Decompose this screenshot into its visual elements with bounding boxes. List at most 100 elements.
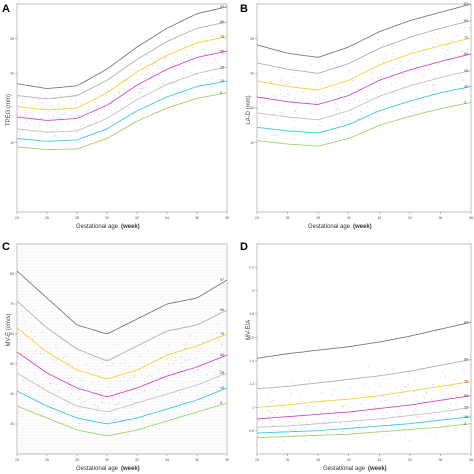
scatter-point: [184, 45, 186, 47]
scatter-point: [44, 394, 46, 396]
scatter-point: [189, 334, 191, 336]
scatter-point: [312, 421, 314, 423]
scatter-point: [29, 109, 31, 111]
scatter-point: [85, 401, 87, 403]
scatter-point: [136, 78, 138, 80]
scatter-point: [381, 89, 383, 91]
scatter-point: [426, 54, 428, 56]
x-axis-unit-c: (week): [121, 466, 140, 472]
centile-label: 97: [220, 278, 224, 282]
scatter-point: [139, 355, 141, 357]
scatter-point: [99, 412, 101, 415]
scatter-point: [405, 391, 407, 394]
centile-line-97: [256, 3, 472, 58]
scatter-point: [216, 332, 218, 334]
scatter-point: [52, 114, 54, 117]
scatter-point: [97, 405, 99, 407]
scatter-point: [221, 343, 223, 345]
scatter-point: [145, 78, 147, 80]
scatter-point: [211, 333, 213, 335]
scatter-point: [68, 378, 70, 380]
x-tick-label: 28: [316, 458, 320, 462]
scatter-point: [218, 58, 220, 60]
scatter-point: [278, 105, 280, 107]
centile-line-90: [256, 20, 472, 74]
scatter-point: [385, 56, 387, 58]
scatter-point: [395, 387, 397, 390]
scatter-point: [179, 392, 181, 394]
scatter-point: [422, 53, 424, 55]
centile-line-3: [16, 92, 228, 151]
scatter-point: [267, 410, 269, 412]
scatter-point: [84, 94, 86, 96]
scatter-point: [450, 81, 452, 83]
plot-b: 24 26 28 30 32 34 36 38 10 15 20 25 97 90 75 50 25 10 3: [250, 2, 473, 220]
scatter-point: [21, 322, 23, 324]
scatter-point: [159, 65, 161, 67]
scatter-point: [113, 343, 115, 345]
scatter-point: [70, 135, 72, 137]
scatter-point: [219, 33, 221, 36]
scatter-point: [68, 403, 70, 405]
scatter-point: [193, 401, 195, 403]
scatter-point: [361, 79, 363, 81]
scatter-point: [288, 93, 290, 95]
scatter-point: [341, 410, 343, 412]
scatter-point: [405, 398, 407, 400]
scatter-point: [367, 366, 369, 369]
scatter-point: [102, 397, 104, 399]
scatter-point: [174, 64, 176, 66]
scatter-point: [423, 397, 425, 400]
scatter-point: [104, 108, 106, 110]
scatter-point: [382, 105, 384, 107]
scatter-point: [140, 87, 142, 89]
scatter-point: [51, 129, 53, 131]
scatter-point: [186, 344, 188, 346]
scatter-point: [404, 76, 406, 78]
scatter-point: [415, 66, 417, 68]
scatter-point: [341, 386, 343, 388]
scatter-point: [209, 34, 212, 37]
scatter-point: [99, 368, 101, 370]
scatter-point: [269, 419, 271, 421]
scatter-point: [181, 366, 184, 368]
scatter-point: [88, 120, 90, 122]
scatter-point: [40, 106, 42, 109]
plot-d: 24 26 28 30 32 34 36 38 0.8 1 1.2 1.4 1.6 1.8 2 2.2 97 90…: [249, 243, 473, 462]
scatter-point: [372, 433, 374, 436]
scatter-point: [137, 411, 139, 413]
panel-b: B LA-D (mm) Gestational age (week): [240, 3, 372, 230]
scatter-point: [40, 124, 43, 126]
scatter-point: [309, 424, 311, 426]
scatter-point: [282, 407, 284, 409]
scatter-point: [277, 446, 279, 449]
scatter-point: [222, 48, 224, 50]
scatter-point: [63, 113, 65, 115]
scatter-point: [266, 91, 268, 93]
scatter-point: [77, 364, 79, 366]
centile-label: 10: [464, 85, 468, 89]
scatter-point: [363, 406, 365, 408]
scatter-point: [157, 388, 159, 391]
scatter-point: [77, 422, 79, 425]
y-tick-label: 50: [10, 362, 14, 366]
scatter-point: [287, 88, 289, 90]
scatter-point: [135, 63, 137, 65]
scatter-point: [159, 369, 161, 371]
scatter-point: [395, 77, 397, 79]
scatter-point: [398, 409, 400, 411]
scatter-point: [406, 67, 408, 69]
scatter-point: [196, 332, 199, 334]
y-tick-label: 40: [10, 392, 14, 396]
scatter-point: [320, 391, 322, 393]
scatter-point: [352, 79, 354, 82]
scatter-point: [21, 311, 23, 313]
scatter-point: [21, 129, 23, 131]
scatter-point: [51, 358, 53, 360]
centile-line-97: [16, 6, 228, 89]
centile-label: 50: [464, 394, 468, 398]
scatter-point: [74, 140, 76, 142]
scatter-point: [197, 374, 199, 376]
scatter-point: [156, 99, 158, 101]
